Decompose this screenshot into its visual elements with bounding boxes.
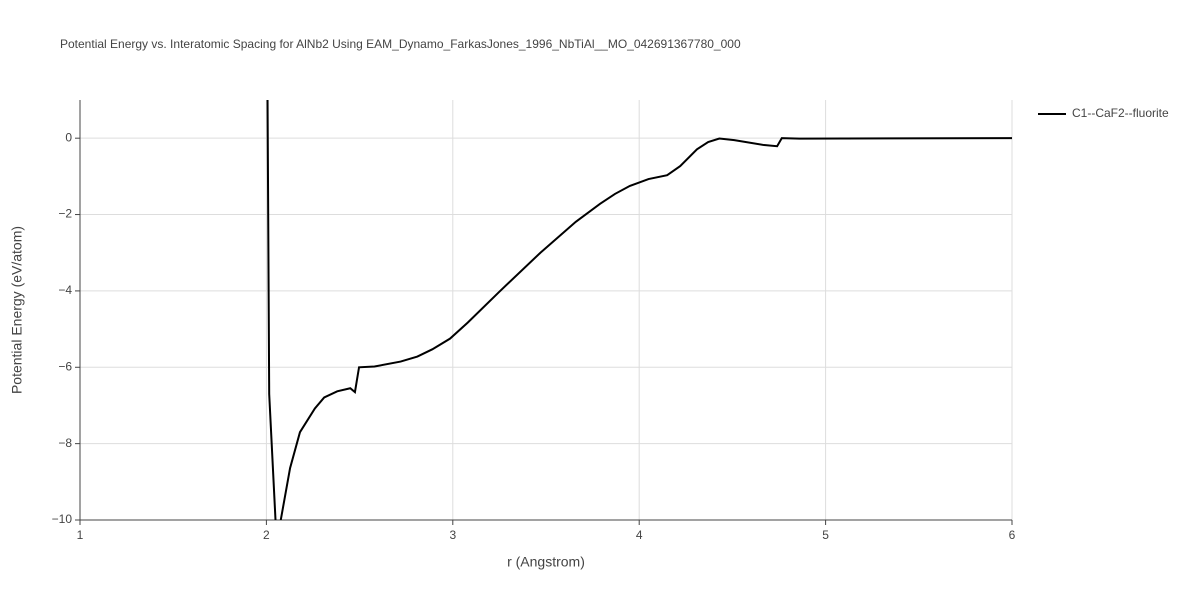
y-tick-label: −2 [58, 207, 72, 221]
legend-label: C1--CaF2--fluorite [1072, 106, 1169, 120]
x-tick-label: 4 [636, 528, 643, 542]
x-tick-label: 1 [77, 528, 84, 542]
x-tick-label: 3 [449, 528, 456, 542]
y-tick-label: 0 [65, 130, 72, 144]
y-tick-label: −4 [58, 283, 72, 297]
x-tick-label: 6 [1009, 528, 1016, 542]
y-axis-label: Potential Energy (eV/atom) [9, 226, 25, 394]
x-tick-label: 2 [263, 528, 270, 542]
data-line [266, 100, 1012, 520]
x-axis-label: r (Angstrom) [507, 554, 585, 570]
y-tick-label: −10 [52, 512, 73, 526]
x-tick-label: 5 [822, 528, 829, 542]
y-tick-label: −6 [58, 359, 72, 373]
y-tick-label: −8 [58, 436, 72, 450]
chart-title: Potential Energy vs. Interatomic Spacing… [60, 37, 741, 51]
